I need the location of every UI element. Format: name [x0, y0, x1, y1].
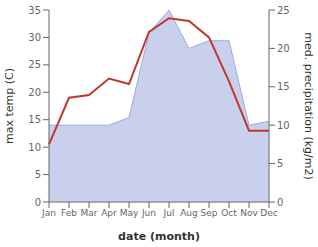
svg-text:25: 25 [277, 5, 290, 16]
svg-text:30: 30 [28, 32, 41, 43]
svg-text:date (month): date (month) [118, 230, 200, 243]
svg-text:Jun: Jun [141, 208, 156, 218]
svg-text:15: 15 [277, 81, 290, 92]
svg-text:5: 5 [35, 169, 41, 180]
svg-text:Aug: Aug [180, 208, 198, 218]
svg-text:Oct: Oct [221, 208, 237, 218]
svg-text:Sep: Sep [201, 208, 218, 218]
svg-text:med. precipitation (kg/m2): med. precipitation (kg/m2) [302, 32, 310, 180]
svg-text:20: 20 [28, 87, 41, 98]
svg-text:Apr: Apr [101, 208, 117, 218]
svg-text:max temp (C): max temp (C) [8, 68, 16, 144]
svg-text:Dec: Dec [260, 208, 277, 218]
svg-text:5: 5 [277, 158, 283, 169]
svg-text:10: 10 [28, 142, 41, 153]
svg-text:Jul: Jul [163, 208, 175, 218]
svg-text:Jan: Jan [41, 208, 56, 218]
svg-text:May: May [120, 208, 139, 218]
svg-text:20: 20 [277, 43, 290, 54]
svg-text:0: 0 [277, 197, 283, 208]
svg-text:15: 15 [28, 114, 41, 125]
svg-text:Mar: Mar [81, 208, 98, 218]
svg-text:35: 35 [28, 5, 41, 16]
svg-text:0: 0 [35, 197, 41, 208]
svg-text:Feb: Feb [61, 208, 77, 218]
svg-text:Nov: Nov [240, 208, 258, 218]
svg-text:25: 25 [28, 59, 41, 70]
svg-text:10: 10 [277, 120, 290, 131]
